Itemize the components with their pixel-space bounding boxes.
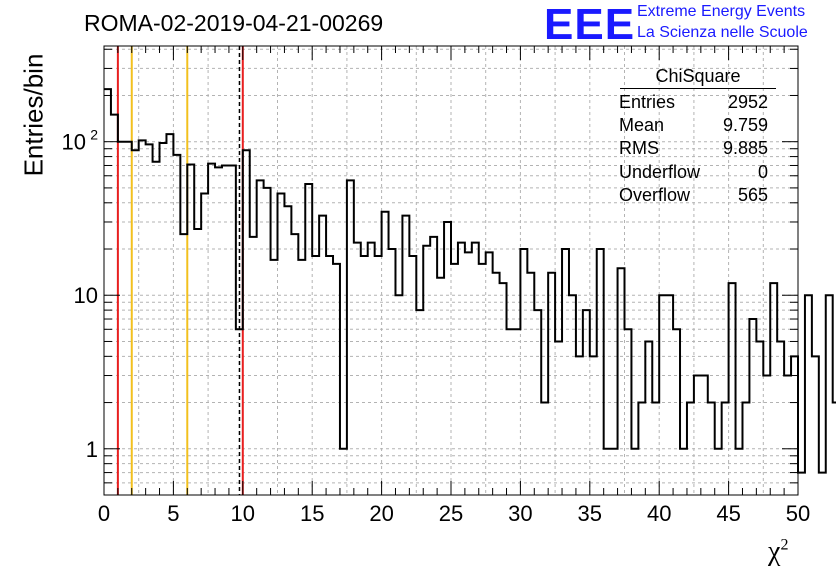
stats-row-rms: RMS 9.885 [619, 138, 768, 159]
x-tick-label: 50 [786, 501, 810, 526]
x-tick-label: 15 [300, 501, 324, 526]
eee-logo: EEE [544, 0, 636, 49]
x-tick-label: 30 [508, 501, 532, 526]
x-tick-label: 5 [167, 501, 179, 526]
x-tick-label: 35 [578, 501, 602, 526]
x-tick-label: 25 [439, 501, 463, 526]
stats-box: ChiSquare Entries 2952 Mean 9.759 RMS 9.885… [612, 66, 776, 207]
x-tick-label: 0 [98, 501, 110, 526]
stats-title: ChiSquare [620, 66, 776, 89]
y-tick-label: 10 [62, 130, 86, 155]
logo-line-2: La Scienza nelle Scuole [637, 24, 808, 41]
x-tick-label: 20 [369, 501, 393, 526]
stats-row-entries: Entries 2952 [619, 92, 768, 112]
logo-line-1: Extreme Energy Events [637, 3, 806, 20]
stats-row-underflow: Underflow 0 [619, 161, 768, 182]
y-tick-label-exponent: 2 [90, 127, 98, 143]
histogram-line [104, 88, 836, 474]
stats-row-overflow: Overflow 565 [619, 184, 768, 205]
x-axis-label: χ2 [768, 536, 789, 567]
y-axis-label: Entries/bin [18, 53, 49, 177]
grid-layer [104, 46, 798, 495]
y-tick-label: 1 [86, 437, 98, 462]
reference-lines [116, 46, 244, 495]
stats-row-mean: Mean 9.759 [619, 115, 768, 136]
x-tick-label: 40 [647, 501, 671, 526]
histogram-bars [104, 88, 836, 474]
x-tick-label: 45 [716, 501, 740, 526]
x-tick-label: 10 [231, 501, 255, 526]
run-title: ROMA-02-2019-04-21-00269 [84, 10, 384, 36]
y-tick-label: 10 [74, 283, 98, 308]
